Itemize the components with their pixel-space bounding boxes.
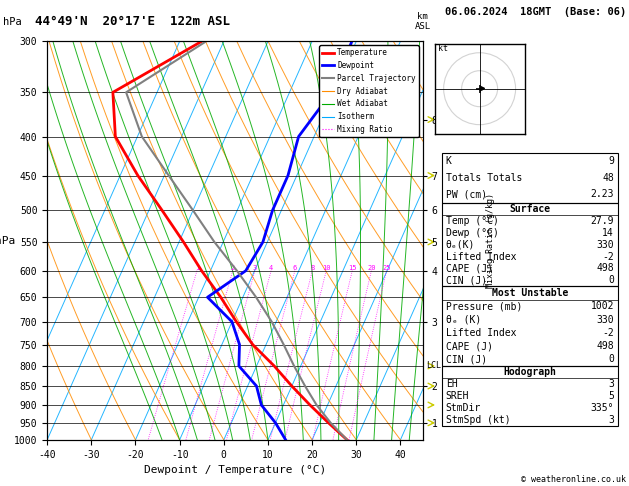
Text: 10: 10 [322,265,330,271]
Text: K: K [445,156,452,166]
Text: StmSpd (kt): StmSpd (kt) [445,415,510,425]
Text: -2: -2 [603,252,614,261]
Text: 330: 330 [596,240,614,249]
Text: θₑ(K): θₑ(K) [445,240,475,249]
Legend: Temperature, Dewpoint, Parcel Trajectory, Dry Adiabat, Wet Adiabat, Isotherm, Mi: Temperature, Dewpoint, Parcel Trajectory… [320,45,419,137]
Text: θₑ (K): θₑ (K) [445,314,481,325]
Text: CIN (J): CIN (J) [445,354,487,364]
Text: Dewp (°C): Dewp (°C) [445,227,499,238]
X-axis label: Dewpoint / Temperature (°C): Dewpoint / Temperature (°C) [143,465,326,475]
Text: 48: 48 [603,173,614,183]
Text: 06.06.2024  18GMT  (Base: 06): 06.06.2024 18GMT (Base: 06) [445,7,626,17]
Text: km
ASL: km ASL [415,12,431,32]
Text: 498: 498 [596,341,614,351]
Text: Most Unstable: Most Unstable [492,288,568,298]
Text: 2.23: 2.23 [591,190,614,199]
Text: SREH: SREH [445,391,469,401]
Text: Totals Totals: Totals Totals [445,173,522,183]
Text: CAPE (J): CAPE (J) [445,263,493,274]
Text: CAPE (J): CAPE (J) [445,341,493,351]
Text: 25: 25 [382,265,391,271]
Text: -2: -2 [603,328,614,338]
Text: 1: 1 [195,265,199,271]
Text: 0: 0 [608,276,614,285]
Text: LCL: LCL [426,362,442,370]
Text: Surface: Surface [509,204,550,214]
Text: 330: 330 [596,314,614,325]
Text: Hodograph: Hodograph [503,367,556,377]
Text: 20: 20 [367,265,376,271]
Text: CIN (J): CIN (J) [445,276,487,285]
Bar [442,203,618,286]
Text: Temp (°C): Temp (°C) [445,216,499,226]
Text: 15: 15 [348,265,357,271]
Text: Mixing Ratio (g/kg): Mixing Ratio (g/kg) [486,193,494,288]
Text: hPa: hPa [0,236,15,245]
Text: 14: 14 [603,227,614,238]
Text: 4: 4 [269,265,273,271]
Text: StmDir: StmDir [445,403,481,413]
Text: hPa: hPa [3,17,22,27]
Text: 44°49'N  20°17'E  122m ASL: 44°49'N 20°17'E 122m ASL [35,16,230,28]
Text: 3: 3 [253,265,257,271]
Bar [442,153,618,203]
Text: 8: 8 [310,265,314,271]
Text: Lifted Index: Lifted Index [445,328,516,338]
Text: 3: 3 [608,415,614,425]
Text: 3: 3 [608,379,614,389]
Text: 335°: 335° [591,403,614,413]
Bar [442,366,618,426]
Text: EH: EH [445,379,457,389]
Text: 6: 6 [292,265,297,271]
Bar [442,286,618,366]
Text: 9: 9 [608,156,614,166]
Text: Pressure (mb): Pressure (mb) [445,301,522,312]
Text: 0: 0 [608,354,614,364]
Text: © weatheronline.co.uk: © weatheronline.co.uk [521,474,626,484]
Text: Lifted Index: Lifted Index [445,252,516,261]
Text: 498: 498 [596,263,614,274]
Text: 2: 2 [231,265,235,271]
Text: kt: kt [438,44,448,53]
Text: 1002: 1002 [591,301,614,312]
Text: 5: 5 [608,391,614,401]
Text: PW (cm): PW (cm) [445,190,487,199]
Text: 27.9: 27.9 [591,216,614,226]
